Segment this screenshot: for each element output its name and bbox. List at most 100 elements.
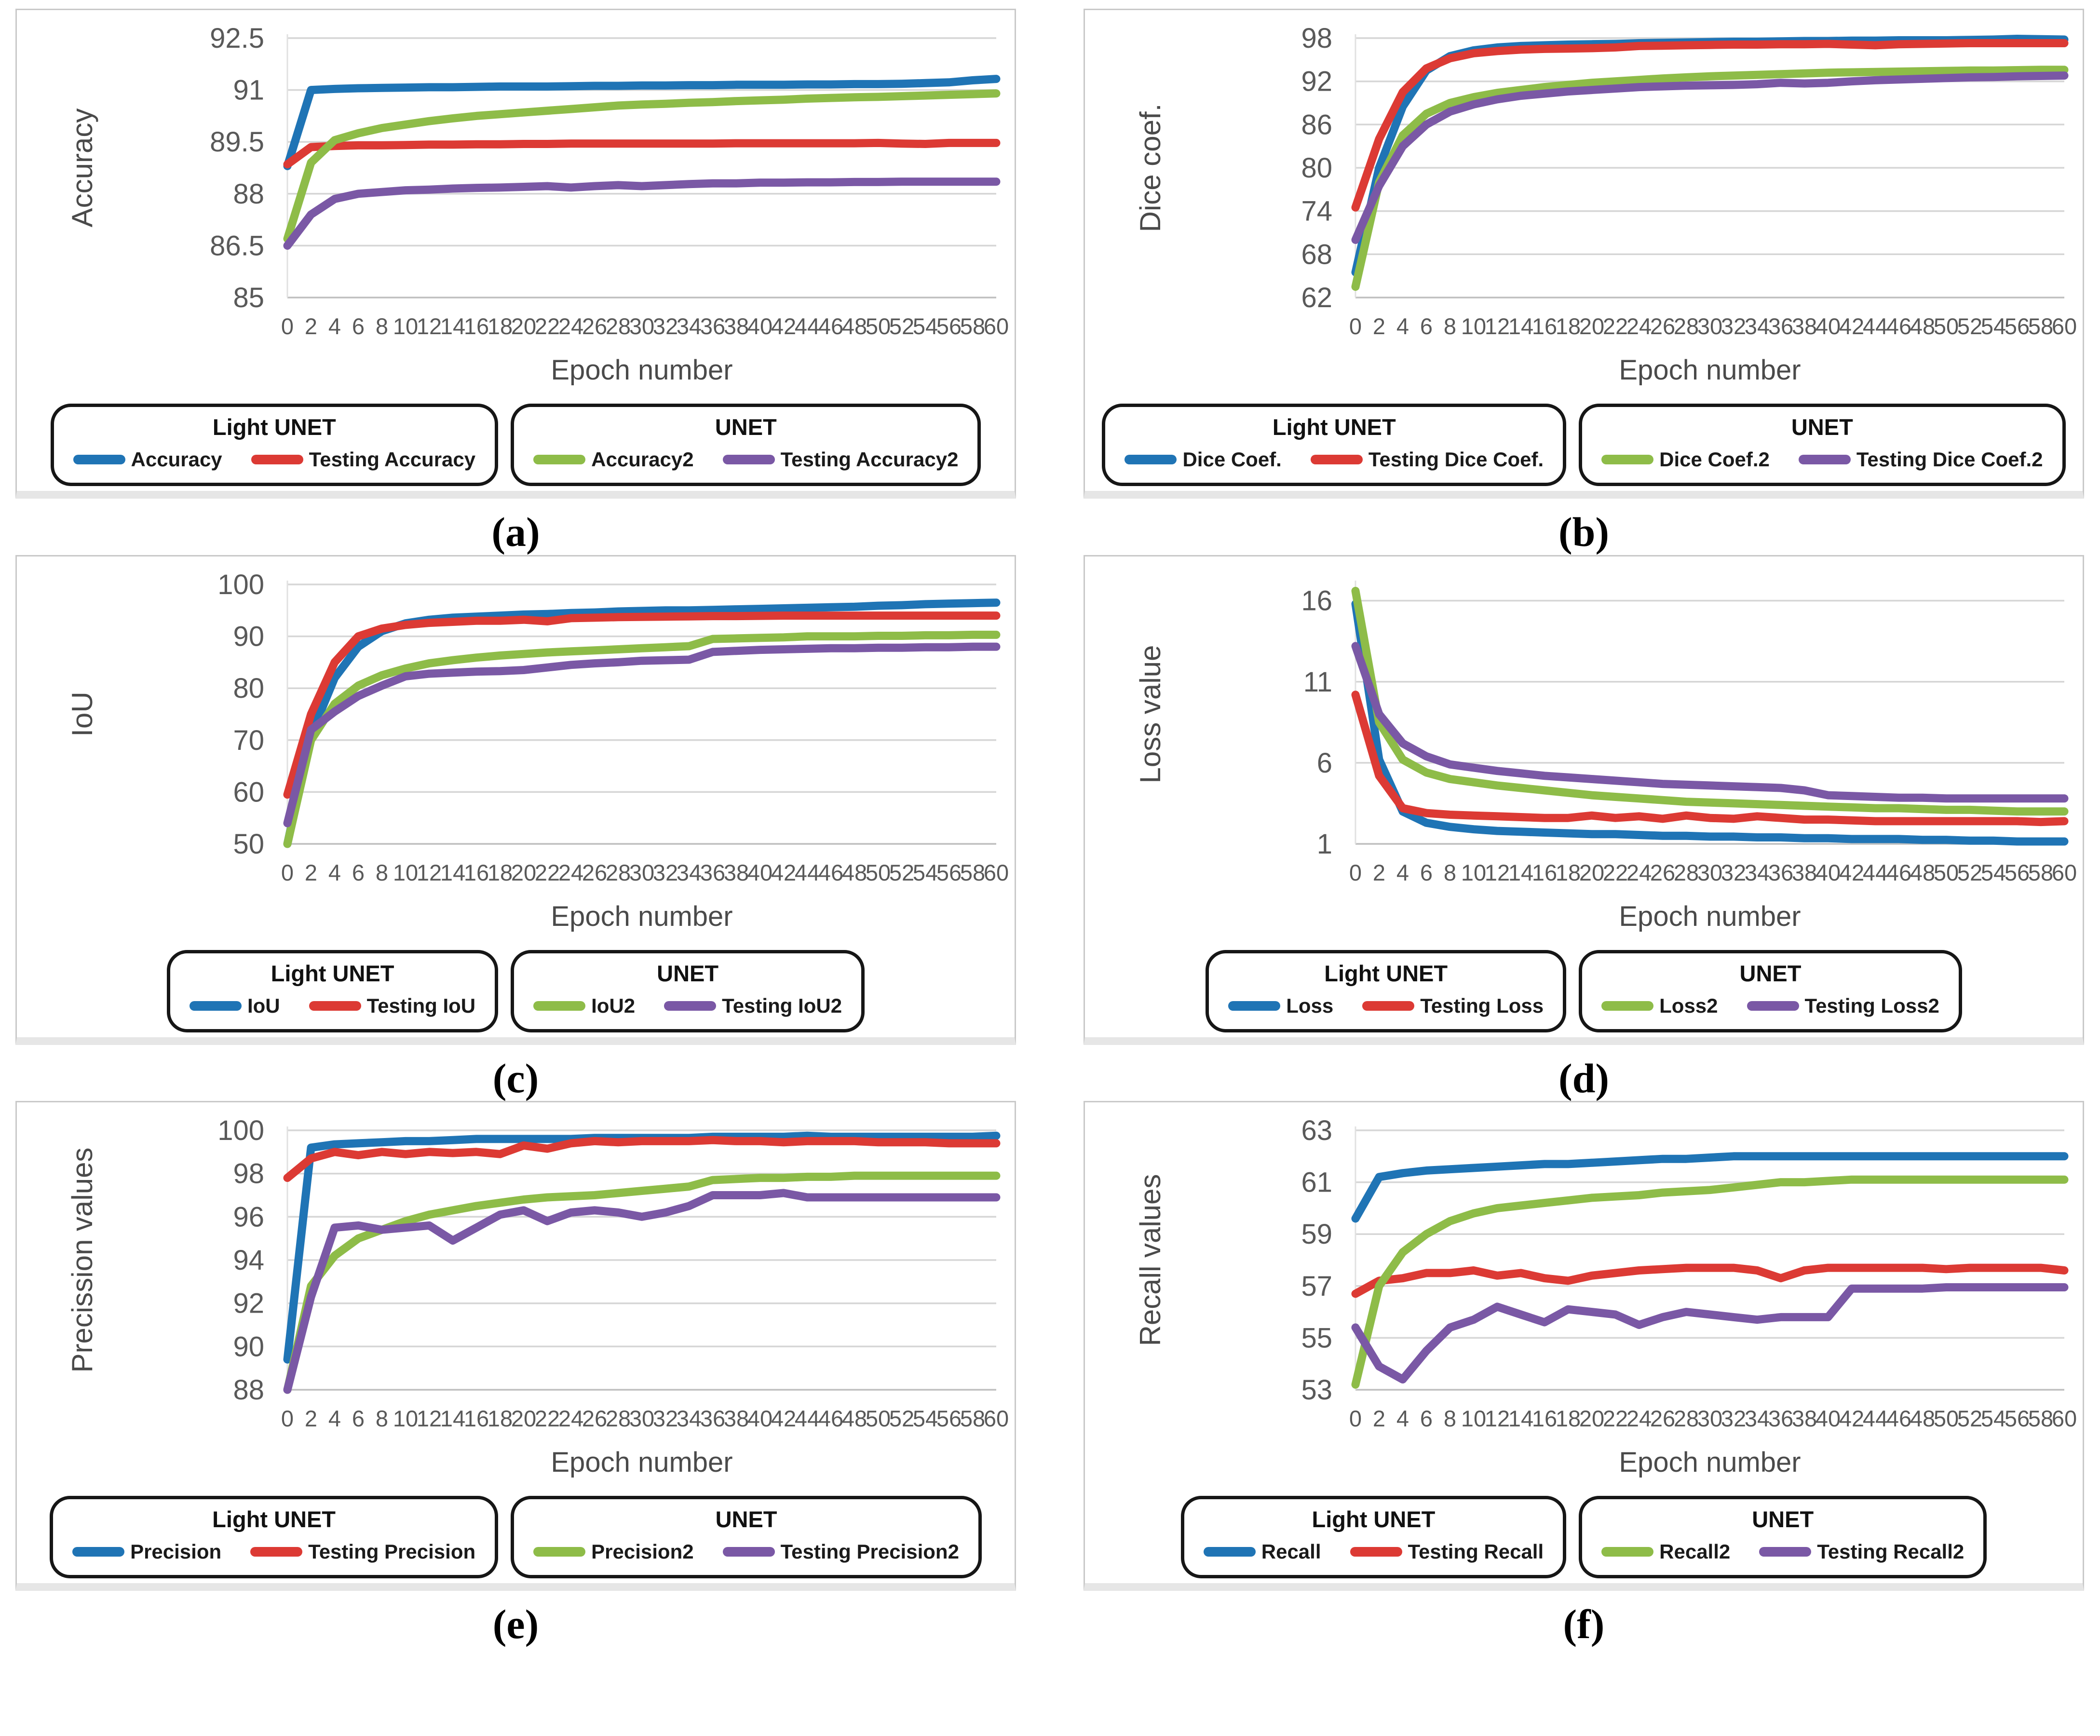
x-tick-label: 28 (1674, 860, 1699, 885)
x-tick-label: 4 (1396, 860, 1409, 885)
legend-entries: Accuracy Testing Accuracy (73, 448, 475, 471)
legend-label: Testing IoU2 (722, 994, 842, 1017)
legend-group-title: Light UNET (1272, 414, 1396, 440)
series-loss2 (1351, 586, 2069, 815)
x-tick-label: 52 (1957, 860, 1982, 885)
x-tick-label: 58 (960, 313, 985, 339)
x-tick-label: 18 (488, 1406, 513, 1431)
y-tick-label: 74 (1301, 196, 1332, 227)
legend-entry: Testing Recall (1350, 1540, 1544, 1563)
x-axis-title: Epoch number (551, 354, 732, 386)
precision-line-chart: 88 90 92 94 96 98 100 0 2 4 6 8 10 12 14 16 18 20 22 24 26 28… (20, 1106, 1012, 1492)
x-tick-label: 24 (558, 1406, 583, 1431)
legend-label: Precision (130, 1540, 222, 1563)
x-tick-label: 44 (1863, 313, 1888, 339)
x-tick-label: 10 (393, 313, 418, 339)
legend-group-title: UNET (1791, 414, 1853, 440)
legend-swatch-blue-icon (189, 1001, 242, 1011)
legend-entry: Testing Dice Coef.2 (1798, 448, 2043, 471)
x-tick-label: 6 (1420, 1406, 1433, 1431)
x-tick-label: 16 (1532, 860, 1557, 885)
y-axis-title: Dice coef. (1134, 104, 1166, 232)
legend-entry: Testing Loss2 (1747, 994, 1939, 1017)
x-tick-label: 14 (1508, 313, 1533, 339)
x-tick-label: 14 (440, 860, 465, 885)
legend-entry: Testing Accuracy (251, 448, 475, 471)
chart-panel-loss: 1 6 11 16 0 2 4 6 8 10 12 14 16 18 20 22 24 26 28 30 32 34 36 3… (1084, 555, 2084, 1045)
series-testing-iou (283, 611, 1001, 799)
x-tick-label: 48 (842, 313, 867, 339)
x-tick-label: 32 (653, 313, 678, 339)
legend-label: IoU (247, 994, 280, 1017)
legend-swatch-blue-icon (1228, 1001, 1281, 1011)
x-tick-label: 36 (700, 313, 725, 339)
x-tick-label: 20 (511, 313, 536, 339)
x-tick-label: 32 (1721, 860, 1746, 885)
x-tick-label: 32 (1721, 1406, 1746, 1431)
legend-swatch-purple-icon (1759, 1547, 1812, 1557)
x-tick-label: 52 (889, 313, 914, 339)
x-tick-label: 28 (606, 313, 631, 339)
x-tick-label: 26 (582, 1406, 607, 1431)
x-tick-label: 12 (1485, 860, 1510, 885)
x-tick-label: 44 (1863, 860, 1888, 885)
x-tick-label: 30 (1697, 1406, 1722, 1431)
x-tick-label: 0 (1349, 1406, 1362, 1431)
series-testing-recall2 (1351, 1283, 2069, 1384)
series-testing-dice-coef- (1351, 39, 2069, 212)
legend-swatch-purple-icon (1747, 1001, 1799, 1011)
legend-entry: IoU2 (533, 994, 635, 1017)
legend-row: Light UNET Recall Testing Recall UNET Recall… (1088, 1496, 2080, 1579)
series-iou2 (283, 630, 1001, 848)
legend-box-unet: UNET Recall2 Testing Recall2 (1579, 1496, 1987, 1579)
legend-swatch-red-icon (309, 1001, 361, 1011)
x-tick-label: 40 (1815, 860, 1841, 885)
legend-label: Testing Recall2 (1817, 1540, 1965, 1563)
x-tick-label: 40 (747, 860, 772, 885)
x-tick-label: 18 (488, 313, 513, 339)
legend-row: Light UNET IoU Testing IoU UNET IoU2 Testing … (20, 949, 1012, 1032)
chart-panel-recall: 53 55 57 59 61 63 0 2 4 6 8 10 12 14 16 18 20 22 24 26 28 30 3… (1084, 1101, 2084, 1591)
legend-entries: IoU Testing IoU (189, 994, 475, 1017)
y-tick-label: 94 (233, 1245, 264, 1276)
x-tick-label: 58 (960, 860, 985, 885)
x-tick-label: 54 (913, 1406, 938, 1431)
legend-group-title: UNET (1739, 960, 1802, 986)
x-tick-label: 56 (936, 1406, 962, 1431)
panel-caption: (b) (1558, 509, 1610, 555)
x-tick-label: 30 (1697, 313, 1722, 339)
legend-swatch-red-icon (1350, 1547, 1402, 1557)
legend-entries: Dice Coef.2 Testing Dice Coef.2 (1601, 448, 2043, 471)
series-loss (1351, 599, 2069, 846)
y-tick-label: 1 (1317, 828, 1332, 860)
x-tick-label: 40 (1815, 1406, 1841, 1431)
y-tick-label: 6 (1317, 747, 1332, 778)
x-tick-label: 40 (747, 313, 772, 339)
legend-swatch-green-icon (1601, 455, 1654, 464)
x-tick-label: 6 (1420, 860, 1433, 885)
x-tick-label: 36 (1768, 313, 1793, 339)
x-tick-label: 42 (1839, 1406, 1864, 1431)
series-testing-iou2 (283, 642, 1001, 827)
x-tick-label: 28 (606, 1406, 631, 1431)
legend-entry: Loss2 (1601, 994, 1718, 1017)
legend-box-unet: UNET Loss2 Testing Loss2 (1579, 949, 1962, 1032)
x-tick-label: 24 (1626, 313, 1652, 339)
x-tick-label: 10 (393, 1406, 418, 1431)
x-tick-label: 0 (1349, 860, 1362, 885)
legend-swatch-green-icon (1601, 1001, 1654, 1011)
legend-swatch-green-icon (533, 455, 586, 464)
panel-caption: (d) (1558, 1055, 1610, 1101)
x-tick-label: 18 (1556, 1406, 1581, 1431)
x-tick-label: 10 (393, 860, 418, 885)
x-tick-label: 60 (984, 1406, 1009, 1431)
x-tick-label: 52 (889, 860, 914, 885)
x-tick-label: 24 (558, 860, 583, 885)
x-tick-label: 28 (1674, 1406, 1699, 1431)
legend-entry: Accuracy (73, 448, 222, 471)
legend-entry: Dice Coef. (1125, 448, 1282, 471)
x-axis-title: Epoch number (1619, 901, 1801, 932)
x-tick-label: 56 (2005, 313, 2030, 339)
x-tick-label: 58 (960, 1406, 985, 1431)
